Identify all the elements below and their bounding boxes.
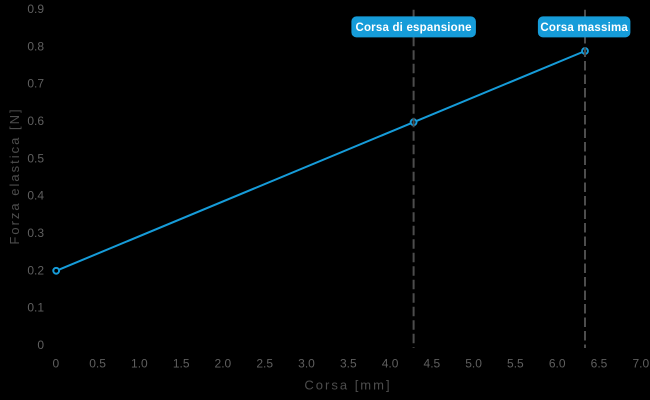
- svg-text:0.3: 0.3: [27, 226, 44, 240]
- svg-text:0.9: 0.9: [27, 2, 44, 16]
- svg-text:4.0: 4.0: [382, 356, 399, 370]
- svg-text:0.1: 0.1: [27, 301, 44, 315]
- svg-text:Forza elastica [N]: Forza elastica [N]: [7, 107, 22, 244]
- svg-text:Corsa di espansione: Corsa di espansione: [355, 22, 471, 34]
- svg-text:2.5: 2.5: [256, 356, 273, 370]
- svg-text:2.0: 2.0: [215, 356, 232, 370]
- svg-text:0.5: 0.5: [89, 356, 106, 370]
- svg-text:0.6: 0.6: [27, 114, 44, 128]
- svg-text:5.0: 5.0: [465, 356, 482, 370]
- svg-text:1.0: 1.0: [131, 356, 148, 370]
- svg-text:3.0: 3.0: [298, 356, 315, 370]
- svg-text:0.7: 0.7: [27, 77, 44, 91]
- svg-text:4.5: 4.5: [424, 356, 441, 370]
- svg-text:0: 0: [37, 338, 44, 352]
- svg-text:0.2: 0.2: [27, 263, 44, 277]
- svg-text:5.5: 5.5: [507, 356, 524, 370]
- svg-text:7.0: 7.0: [632, 356, 649, 370]
- svg-text:6.5: 6.5: [591, 356, 608, 370]
- svg-text:0.4: 0.4: [27, 189, 44, 203]
- svg-text:0: 0: [52, 356, 59, 370]
- svg-text:1.5: 1.5: [173, 356, 190, 370]
- svg-text:3.5: 3.5: [340, 356, 357, 370]
- svg-text:0.5: 0.5: [27, 151, 44, 165]
- svg-text:Corsa [mm]: Corsa [mm]: [304, 378, 391, 393]
- svg-text:0.8: 0.8: [27, 39, 44, 53]
- svg-text:Corsa massima: Corsa massima: [540, 22, 628, 34]
- svg-text:6.0: 6.0: [549, 356, 566, 370]
